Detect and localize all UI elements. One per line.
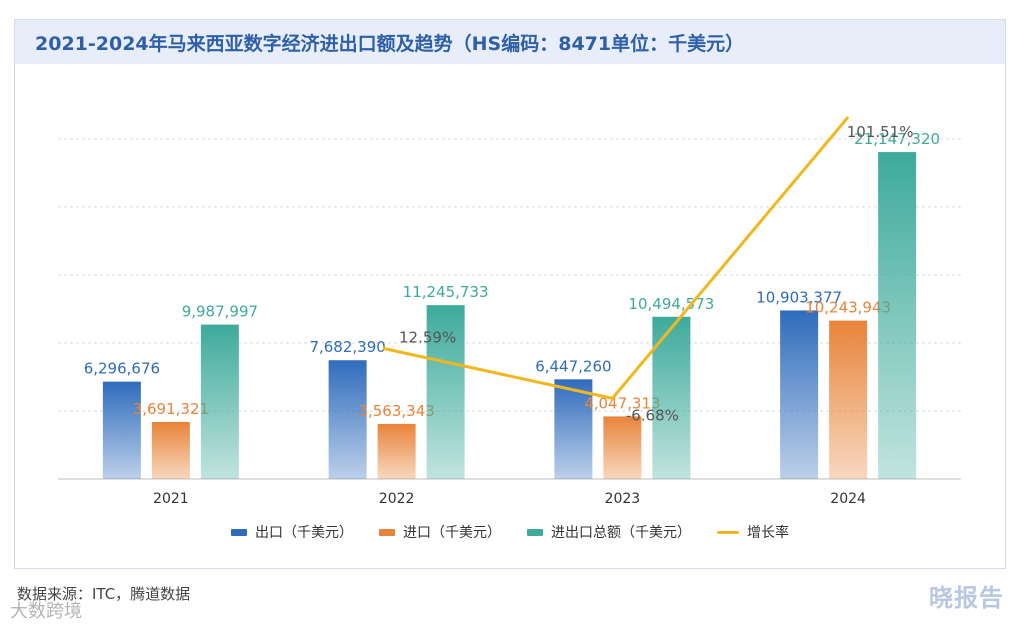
growth-line: [382, 116, 850, 400]
bar-import-2022: [377, 423, 416, 479]
x-tick-label-2021: 2021: [153, 491, 189, 507]
legend-label-import: 进口（千美元）: [403, 525, 501, 541]
legend-item-export[interactable]: 出口（千美元）: [231, 522, 353, 542]
title-bar: 2021-2024年马来西亚数字经济进出口额及趋势（HS编码：8471单位：千美…: [15, 20, 1005, 64]
brand-logo: 晓报告: [929, 584, 1004, 612]
legend-item-growth[interactable]: 增长率: [717, 522, 789, 542]
legend-swatch-total: [527, 528, 543, 536]
legend-swatch-growth: [717, 530, 739, 534]
chart-card: 2021-2024年马来西亚数字经济进出口额及趋势（HS编码：8471单位：千美…: [14, 19, 1006, 569]
data-label-export-2021: 6,296,676: [84, 360, 160, 378]
growth-label-2023: -6.68%: [626, 406, 679, 424]
data-label-import-2023: 4,047,313: [584, 394, 660, 412]
legend-label-growth: 增长率: [747, 525, 789, 541]
x-tick-label-2024: 2024: [830, 491, 866, 507]
bar-import-2021: [151, 421, 190, 479]
data-label-export-2023: 6,447,260: [535, 357, 611, 375]
chart-plot: 6,296,676 3,691,321 9,987,997 2021 7,682,390…: [58, 116, 961, 507]
legend-item-import[interactable]: 进口（千美元）: [379, 522, 501, 542]
bar-import-2024: [829, 320, 868, 479]
data-label-import-2022: 3,563,343: [358, 402, 434, 420]
legend-item-total[interactable]: 进出口总额（千美元）: [527, 522, 691, 542]
legend: 出口（千美元） 进口（千美元） 进出口总额（千美元） 增长率: [15, 519, 1005, 545]
legend-swatch-import: [379, 528, 395, 536]
bar-total-2021: [200, 324, 239, 479]
data-label-total-2023: 10,494,573: [628, 295, 714, 313]
bar-export-2023: [554, 379, 593, 479]
data-label-total-2024: 21,147,320: [854, 130, 940, 148]
watermark-text: 大数跨境: [10, 601, 82, 622]
bar-total-2024: [878, 152, 917, 480]
data-label-export-2022: 7,682,390: [309, 338, 385, 356]
data-label-import-2021: 3,691,321: [133, 400, 209, 418]
data-label-total-2021: 9,987,997: [182, 303, 258, 321]
chart-title: 2021-2024年马来西亚数字经济进出口额及趋势（HS编码：8471单位：千美…: [35, 32, 745, 55]
x-tick-label-2022: 2022: [379, 491, 415, 507]
data-label-import-2024: 10,243,943: [805, 299, 891, 317]
bar-total-2023: [652, 316, 691, 479]
legend-label-total: 进出口总额（千美元）: [551, 525, 691, 541]
bar-export-2021: [102, 381, 141, 479]
bar-export-2024: [780, 310, 819, 479]
growth-label-2022: 12.59%: [399, 328, 456, 346]
data-label-total-2022: 11,245,733: [403, 283, 489, 301]
bar-export-2022: [328, 360, 367, 479]
x-tick-label-2023: 2023: [605, 491, 641, 507]
data-source-note: 数据来源：ITC，腾道数据: [17, 585, 191, 603]
bar-import-2023: [603, 416, 642, 479]
legend-swatch-export: [231, 528, 247, 536]
bar-total-2022: [426, 305, 465, 479]
growth-label-2024: 101.51%: [847, 123, 914, 141]
legend-label-export: 出口（千美元）: [255, 525, 353, 541]
data-label-export-2024: 10,903,377: [756, 288, 842, 306]
